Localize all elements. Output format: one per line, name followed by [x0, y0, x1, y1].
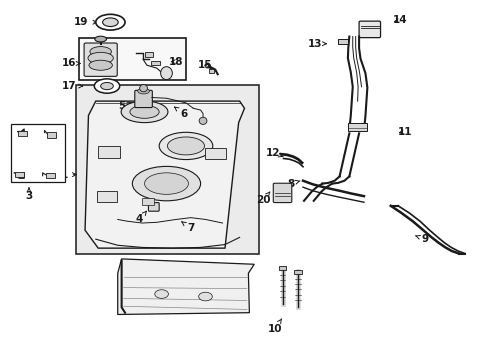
Ellipse shape: [160, 67, 172, 80]
Ellipse shape: [95, 36, 106, 42]
Ellipse shape: [155, 290, 168, 298]
Bar: [79, 39, 185, 80]
Bar: [205, 148, 225, 159]
Bar: [142, 198, 154, 205]
Bar: [294, 270, 302, 274]
Bar: [97, 192, 117, 202]
Ellipse shape: [96, 14, 125, 30]
Text: 12: 12: [265, 148, 283, 158]
Text: 10: 10: [267, 319, 282, 334]
Bar: [15, 172, 24, 177]
Text: 17: 17: [61, 81, 82, 91]
Ellipse shape: [167, 137, 204, 155]
FancyBboxPatch shape: [148, 203, 159, 211]
Text: 5: 5: [118, 102, 131, 112]
Bar: [278, 266, 286, 270]
Text: 9: 9: [415, 234, 427, 244]
Text: 6: 6: [174, 107, 187, 119]
Ellipse shape: [90, 46, 111, 57]
Ellipse shape: [138, 88, 149, 94]
Ellipse shape: [121, 101, 167, 123]
FancyBboxPatch shape: [273, 183, 291, 203]
Ellipse shape: [89, 60, 112, 70]
Ellipse shape: [130, 105, 159, 118]
Text: 16: 16: [61, 58, 80, 68]
Text: 18: 18: [169, 57, 183, 67]
Text: 14: 14: [392, 15, 407, 26]
Text: 1: 1: [61, 170, 76, 180]
Text: 7: 7: [182, 222, 194, 233]
Bar: [76, 85, 259, 253]
Bar: [347, 123, 366, 131]
Text: 8: 8: [286, 179, 299, 189]
Ellipse shape: [132, 166, 200, 201]
Text: 11: 11: [397, 127, 412, 136]
Text: 19: 19: [74, 17, 97, 27]
FancyBboxPatch shape: [84, 43, 117, 76]
Ellipse shape: [198, 292, 212, 301]
Polygon shape: [118, 259, 254, 315]
Text: 2: 2: [25, 130, 41, 144]
Ellipse shape: [101, 82, 113, 90]
Bar: [18, 131, 26, 136]
Bar: [45, 173, 55, 178]
Text: 15: 15: [198, 60, 212, 70]
Bar: [144, 52, 153, 57]
Bar: [337, 39, 347, 44]
Text: 13: 13: [307, 39, 325, 49]
Bar: [98, 146, 120, 158]
Bar: [47, 132, 56, 138]
FancyBboxPatch shape: [135, 90, 152, 108]
Ellipse shape: [94, 79, 120, 93]
Bar: [11, 125, 65, 182]
Bar: [151, 60, 159, 65]
Text: 3: 3: [25, 188, 33, 201]
Ellipse shape: [199, 117, 206, 125]
Ellipse shape: [144, 173, 188, 194]
Ellipse shape: [140, 85, 147, 92]
Ellipse shape: [88, 52, 113, 64]
Ellipse shape: [102, 18, 118, 27]
FancyBboxPatch shape: [358, 21, 380, 38]
Ellipse shape: [159, 132, 212, 159]
Text: 20: 20: [255, 192, 270, 205]
Bar: [209, 69, 214, 73]
Text: 4: 4: [136, 211, 146, 224]
Polygon shape: [85, 101, 244, 248]
